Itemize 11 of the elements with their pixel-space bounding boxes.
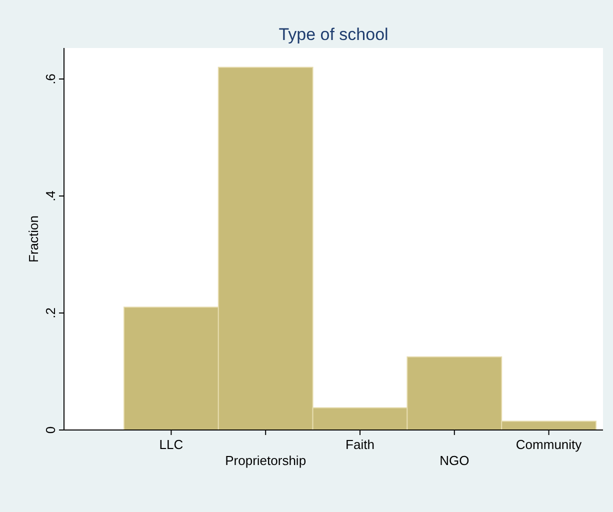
y-tick-label: 0 <box>43 426 58 434</box>
y-tick-label: .2 <box>43 308 58 318</box>
chart-title: Type of school <box>278 25 388 44</box>
x-tick-label: Community <box>516 437 582 452</box>
x-tick-label: LLC <box>159 437 184 452</box>
y-tick-label: .6 <box>43 74 58 84</box>
y-tick-label: .4 <box>43 190 58 202</box>
x-tick-label: Proprietorship <box>225 453 306 468</box>
x-tick-label: Faith <box>346 437 374 452</box>
y-axis-title: Fraction <box>26 216 41 262</box>
x-tick-label: NGO <box>440 453 470 468</box>
